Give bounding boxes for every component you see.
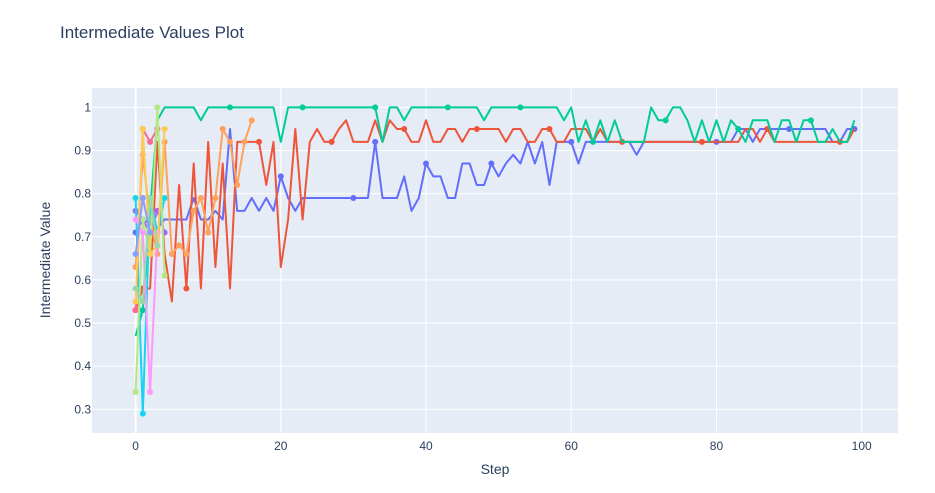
y-tick-label: 0.7 xyxy=(74,230,91,244)
data-point xyxy=(161,194,168,201)
data-point xyxy=(662,117,669,124)
y-axis-ticks: 0.3 0.4 0.5 0.6 0.7 0.8 0.9 1 xyxy=(74,100,91,416)
chart-title: Intermediate Values Plot xyxy=(60,23,244,42)
data-point xyxy=(256,138,263,145)
data-point xyxy=(132,298,139,305)
y-axis-title: Intermediate Value xyxy=(37,202,53,319)
data-point xyxy=(473,125,480,132)
data-point xyxy=(444,104,451,111)
series-11 xyxy=(132,194,161,305)
data-point xyxy=(183,251,190,258)
data-point xyxy=(299,104,306,111)
y-tick-label: 0.5 xyxy=(74,316,91,330)
series-line xyxy=(134,106,856,337)
data-point xyxy=(176,242,183,249)
series-3 xyxy=(134,104,856,337)
y-tick-label: 0.6 xyxy=(74,273,91,287)
x-axis-title: Step xyxy=(481,461,510,477)
y-tick-label: 0.3 xyxy=(74,402,91,416)
data-point xyxy=(161,125,168,132)
data-point xyxy=(277,173,284,180)
data-point xyxy=(568,138,575,145)
y-tick-label: 0.8 xyxy=(74,187,91,201)
data-point xyxy=(139,194,146,201)
data-point xyxy=(517,104,524,111)
data-point xyxy=(234,182,241,189)
x-tick-label: 80 xyxy=(710,439,724,453)
data-point xyxy=(139,125,146,132)
data-point xyxy=(147,251,154,258)
y-tick-label: 1 xyxy=(84,100,91,114)
data-point xyxy=(139,298,146,305)
data-point xyxy=(226,138,233,145)
data-point xyxy=(147,229,154,236)
data-point xyxy=(132,307,139,314)
data-point xyxy=(205,229,212,236)
data-point xyxy=(154,104,161,111)
y-tick-label: 0.9 xyxy=(74,144,91,158)
data-point xyxy=(183,285,190,292)
data-point xyxy=(546,125,553,132)
data-point xyxy=(154,242,161,249)
data-point xyxy=(161,272,168,279)
data-point xyxy=(698,138,705,145)
series-line xyxy=(134,197,159,303)
data-point xyxy=(168,251,175,258)
x-tick-label: 100 xyxy=(852,439,872,453)
data-point xyxy=(401,125,408,132)
series-12 xyxy=(132,194,154,258)
data-point xyxy=(350,194,357,201)
data-point xyxy=(372,104,379,111)
series-1 xyxy=(132,125,858,236)
data-point xyxy=(219,125,226,132)
x-tick-label: 20 xyxy=(274,439,288,453)
data-point xyxy=(132,251,139,258)
data-point xyxy=(147,194,154,201)
data-point xyxy=(147,138,154,145)
data-point xyxy=(735,125,742,132)
x-tick-label: 40 xyxy=(419,439,433,453)
data-point xyxy=(488,160,495,167)
data-point xyxy=(147,389,154,396)
x-tick-label: 60 xyxy=(565,439,579,453)
data-point xyxy=(241,138,248,145)
series-line xyxy=(134,119,856,311)
data-point xyxy=(248,117,255,124)
data-point xyxy=(132,285,139,292)
series-layer xyxy=(132,104,858,417)
data-point xyxy=(139,410,146,417)
data-point xyxy=(190,207,197,214)
data-point xyxy=(423,160,430,167)
data-point xyxy=(132,194,139,201)
data-point xyxy=(132,389,139,396)
data-point xyxy=(197,194,204,201)
data-point xyxy=(132,216,139,223)
data-point xyxy=(212,194,219,201)
x-axis-ticks: 0 20 40 60 80 100 xyxy=(132,439,872,453)
data-point xyxy=(139,229,146,236)
data-point xyxy=(372,138,379,145)
data-point xyxy=(139,307,146,314)
plot-area xyxy=(92,88,898,433)
data-point xyxy=(807,117,814,124)
x-tick-label: 0 xyxy=(132,439,139,453)
data-point xyxy=(590,138,597,145)
series-5 xyxy=(132,117,255,270)
data-point xyxy=(139,216,146,223)
series-line xyxy=(134,128,855,233)
data-point xyxy=(328,138,335,145)
y-tick-label: 0.4 xyxy=(74,359,91,373)
data-point xyxy=(226,104,233,111)
